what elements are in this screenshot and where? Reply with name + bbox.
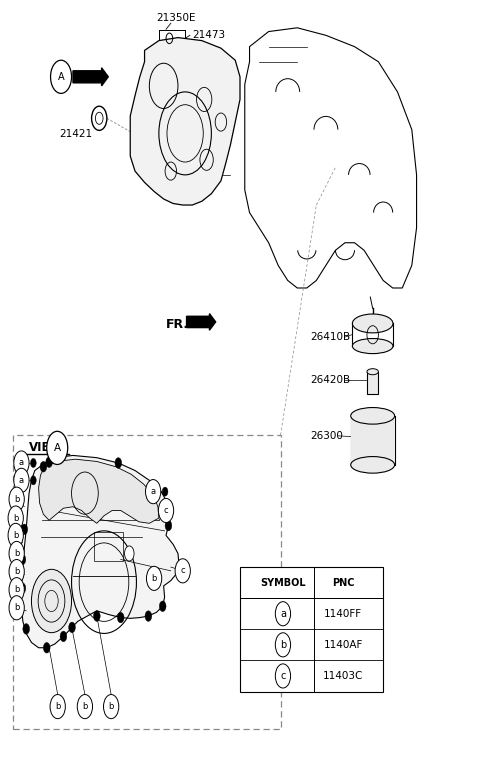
Circle shape	[14, 451, 29, 475]
Text: 21473: 21473	[192, 30, 226, 40]
Circle shape	[175, 559, 191, 583]
Circle shape	[115, 458, 121, 469]
Circle shape	[77, 694, 93, 718]
Text: 1140FF: 1140FF	[324, 609, 362, 618]
Text: b: b	[82, 702, 87, 711]
Text: 11403C: 11403C	[323, 671, 363, 681]
Circle shape	[43, 643, 50, 653]
Circle shape	[23, 624, 30, 634]
Text: b: b	[151, 574, 157, 583]
Text: SYMBOL: SYMBOL	[260, 578, 306, 587]
Circle shape	[69, 622, 75, 633]
Circle shape	[94, 611, 100, 621]
Circle shape	[276, 633, 290, 657]
Text: a: a	[151, 488, 156, 496]
Circle shape	[8, 523, 24, 547]
Circle shape	[276, 602, 290, 626]
Text: 26420B: 26420B	[311, 375, 351, 385]
Circle shape	[104, 694, 119, 718]
Circle shape	[145, 480, 161, 503]
FancyArrow shape	[73, 68, 108, 86]
Polygon shape	[130, 38, 240, 205]
Ellipse shape	[351, 407, 395, 424]
Text: a: a	[280, 609, 286, 618]
Text: c: c	[180, 566, 185, 575]
Circle shape	[124, 546, 134, 561]
Ellipse shape	[352, 338, 393, 354]
Ellipse shape	[352, 314, 393, 333]
Circle shape	[159, 601, 166, 612]
Text: a: a	[19, 476, 24, 484]
Circle shape	[9, 559, 24, 584]
Circle shape	[21, 524, 28, 534]
Circle shape	[9, 487, 24, 511]
Circle shape	[31, 476, 36, 484]
Circle shape	[40, 462, 47, 472]
Text: b: b	[13, 513, 18, 522]
Circle shape	[50, 61, 72, 93]
Circle shape	[14, 469, 29, 492]
Text: PNC: PNC	[332, 578, 354, 587]
Bar	[351, 416, 395, 465]
Circle shape	[32, 569, 72, 633]
Circle shape	[47, 431, 68, 465]
Text: 1140AF: 1140AF	[324, 640, 363, 650]
Text: 26300: 26300	[311, 431, 344, 441]
Circle shape	[158, 498, 174, 522]
Text: b: b	[14, 585, 19, 594]
Text: VIEW: VIEW	[29, 441, 63, 454]
Text: b: b	[55, 702, 60, 711]
Circle shape	[145, 611, 152, 621]
Circle shape	[9, 541, 24, 565]
Text: 21421: 21421	[59, 129, 92, 139]
Text: A: A	[54, 443, 61, 453]
Ellipse shape	[351, 456, 395, 473]
Text: 26410B: 26410B	[311, 332, 351, 342]
Text: b: b	[14, 494, 19, 503]
Text: b: b	[280, 640, 286, 650]
Circle shape	[146, 566, 162, 590]
Text: FR.: FR.	[166, 318, 189, 331]
Circle shape	[50, 694, 65, 718]
Circle shape	[117, 612, 124, 623]
Circle shape	[19, 583, 26, 593]
Circle shape	[165, 520, 172, 531]
Text: c: c	[280, 671, 286, 681]
Polygon shape	[38, 459, 159, 523]
Text: c: c	[164, 506, 168, 515]
Polygon shape	[22, 456, 179, 648]
Text: A: A	[58, 72, 64, 82]
Circle shape	[9, 596, 24, 620]
Bar	[240, 567, 383, 691]
Text: b: b	[14, 603, 19, 612]
Text: b: b	[14, 567, 19, 576]
Bar	[13, 435, 281, 729]
Text: 21350E: 21350E	[156, 13, 195, 23]
Ellipse shape	[367, 369, 378, 375]
Circle shape	[276, 664, 290, 688]
Bar	[367, 372, 378, 394]
Circle shape	[31, 459, 36, 468]
Circle shape	[9, 578, 24, 602]
Text: a: a	[19, 459, 24, 468]
FancyArrow shape	[187, 313, 216, 330]
Circle shape	[19, 554, 26, 565]
Bar	[95, 532, 123, 561]
Circle shape	[162, 487, 168, 496]
Text: b: b	[14, 549, 19, 558]
Circle shape	[46, 457, 52, 468]
Text: b: b	[13, 531, 18, 540]
Text: b: b	[108, 702, 114, 711]
Circle shape	[92, 106, 107, 130]
Circle shape	[60, 631, 67, 642]
Circle shape	[8, 506, 24, 530]
